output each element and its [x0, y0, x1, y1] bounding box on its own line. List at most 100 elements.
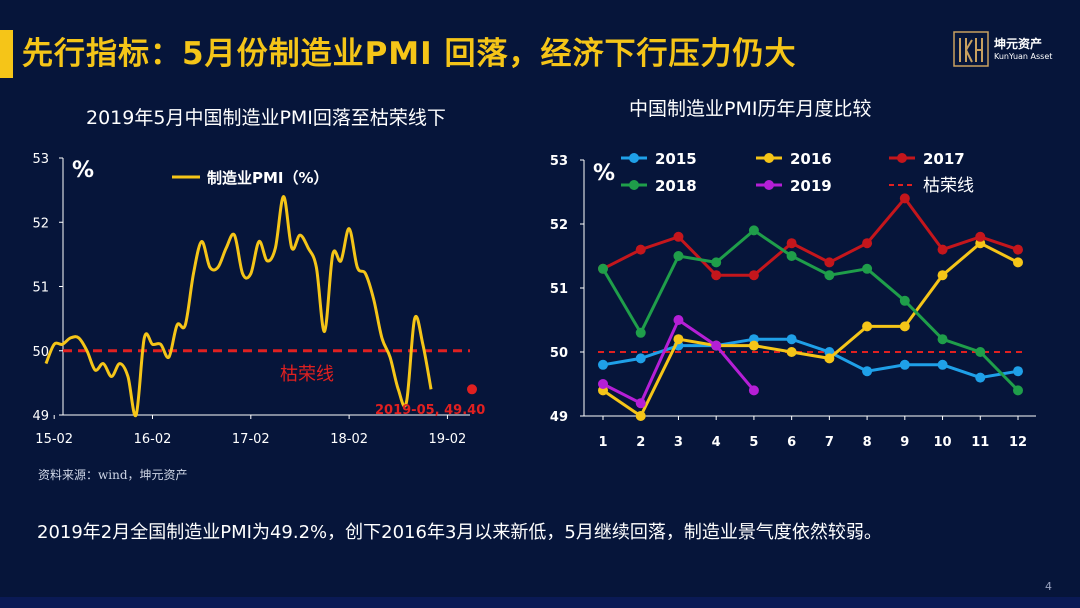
right-point-2016 [824, 353, 835, 364]
right-x-tick-label: 9 [900, 435, 909, 450]
right-point-2017 [862, 238, 873, 249]
title-accent-bar [0, 30, 13, 78]
right-point-2016 [1013, 257, 1023, 268]
right-legend-marker [629, 180, 639, 190]
right-point-2015 [635, 353, 646, 364]
right-point-2015 [937, 359, 948, 370]
right-point-2017 [937, 244, 948, 255]
source-note: 资料来源：wind，坤元资产 [38, 468, 188, 482]
slide-title: 先行指标：5月份制造业PMI 回落，经济下行压力仍大 [22, 36, 797, 72]
left-y-tick-label: 52 [32, 216, 49, 231]
right-y-tick-label: 53 [550, 154, 568, 169]
left-x-tick-label: 15-02 [35, 432, 73, 447]
right-x-tick-label: 6 [787, 435, 796, 450]
right-point-2017 [786, 238, 797, 249]
left-chart-title: 2019年5月中国制造业PMI回落至枯荣线下 [86, 107, 446, 129]
left-x-tick-label: 18-02 [330, 432, 368, 447]
right-point-2015 [899, 359, 910, 370]
page-number: 4 [1045, 580, 1052, 593]
left-reference-label: 枯荣线 [280, 364, 334, 385]
right-x-tick-label: 5 [749, 435, 758, 450]
right-point-2019 [711, 340, 722, 351]
right-legend-label: 2015 [655, 150, 697, 168]
right-point-2016 [748, 340, 759, 351]
right-legend-ref-label: 枯荣线 [923, 176, 974, 196]
right-legend-label: 2018 [655, 177, 697, 195]
right-point-2017 [824, 257, 835, 268]
right-legend-marker [764, 153, 774, 163]
summary-text: 2019年2月全国制造业PMI为49.2%，创下2016年3月以来新低，5月继续… [37, 522, 882, 543]
right-point-2015 [862, 366, 873, 377]
right-series-line-2017 [602, 195, 1019, 277]
left-unit-label: % [72, 158, 94, 183]
left-pmi-series-line [44, 195, 433, 418]
right-series-line-2016 [602, 241, 1019, 419]
right-point-2018 [748, 225, 759, 236]
right-point-2015 [975, 372, 986, 383]
right-point-2018 [1013, 385, 1023, 396]
right-point-2018 [975, 347, 986, 357]
footer-band [0, 597, 1080, 608]
right-point-2016 [673, 334, 684, 345]
right-point-2019 [635, 398, 646, 409]
right-x-tick-label: 8 [863, 435, 872, 450]
logo-text: 坤元资产 [994, 37, 1043, 51]
right-point-2017 [748, 270, 759, 281]
right-x-tick-label: 1 [598, 435, 607, 450]
right-chart-title: 中国制造业PMI历年月度比较 [629, 98, 872, 120]
left-y-tick-label: 53 [32, 152, 49, 167]
right-x-tick-label: 4 [712, 435, 721, 450]
right-x-tick-label: 10 [933, 435, 951, 450]
right-point-2018 [937, 334, 948, 345]
right-point-2016 [635, 411, 646, 421]
right-point-2017 [673, 231, 684, 242]
right-point-2018 [711, 257, 722, 268]
left-annotation-label: 2019-05, 49.40 [375, 403, 485, 418]
right-point-2015 [598, 359, 608, 370]
right-legend-marker [629, 153, 639, 163]
right-point-2018 [786, 251, 797, 261]
right-legend-label: 2016 [790, 150, 832, 168]
right-x-tick-label: 2 [636, 435, 645, 450]
right-point-2019 [673, 315, 684, 325]
left-x-tick-label: 17-02 [232, 432, 270, 447]
right-unit-label: % [593, 161, 615, 186]
right-legend-label: 2019 [790, 177, 832, 195]
right-x-tick-label: 12 [1009, 435, 1027, 450]
right-point-2016 [899, 321, 910, 332]
right-legend-marker [764, 180, 774, 190]
right-x-tick-label: 3 [674, 435, 683, 450]
right-series-line-2015 [602, 337, 1019, 380]
left-last-point-marker [467, 384, 477, 395]
right-point-2017 [1013, 244, 1023, 255]
right-point-2019 [748, 385, 759, 396]
right-point-2016 [786, 347, 797, 357]
kunyuan-logo-icon [953, 31, 989, 67]
logo-text-en: KunYuan Asset [994, 52, 1053, 61]
right-series-line-2018 [601, 228, 1020, 392]
right-y-tick-label: 52 [550, 218, 568, 233]
left-y-tick-label: 51 [32, 281, 49, 296]
right-point-2017 [899, 193, 910, 204]
right-point-2018 [824, 270, 835, 281]
left-y-tick-label: 49 [32, 409, 49, 424]
right-point-2016 [862, 321, 873, 332]
right-x-tick-label: 7 [825, 435, 834, 450]
right-point-2019 [598, 379, 608, 389]
left-y-tick-label: 50 [32, 345, 49, 360]
right-point-2018 [598, 263, 608, 274]
right-point-2018 [673, 251, 684, 261]
left-x-tick-label: 19-02 [429, 432, 467, 447]
right-point-2016 [937, 270, 948, 281]
right-y-tick-label: 49 [550, 410, 568, 425]
left-x-tick-label: 16-02 [134, 432, 172, 447]
right-point-2015 [1013, 366, 1023, 377]
right-legend-label: 2017 [923, 150, 965, 168]
right-point-2018 [899, 295, 910, 306]
right-point-2018 [635, 327, 646, 338]
right-x-tick-label: 11 [971, 435, 989, 450]
right-point-2015 [786, 334, 797, 345]
right-point-2018 [862, 263, 873, 274]
right-legend-marker [897, 153, 907, 163]
